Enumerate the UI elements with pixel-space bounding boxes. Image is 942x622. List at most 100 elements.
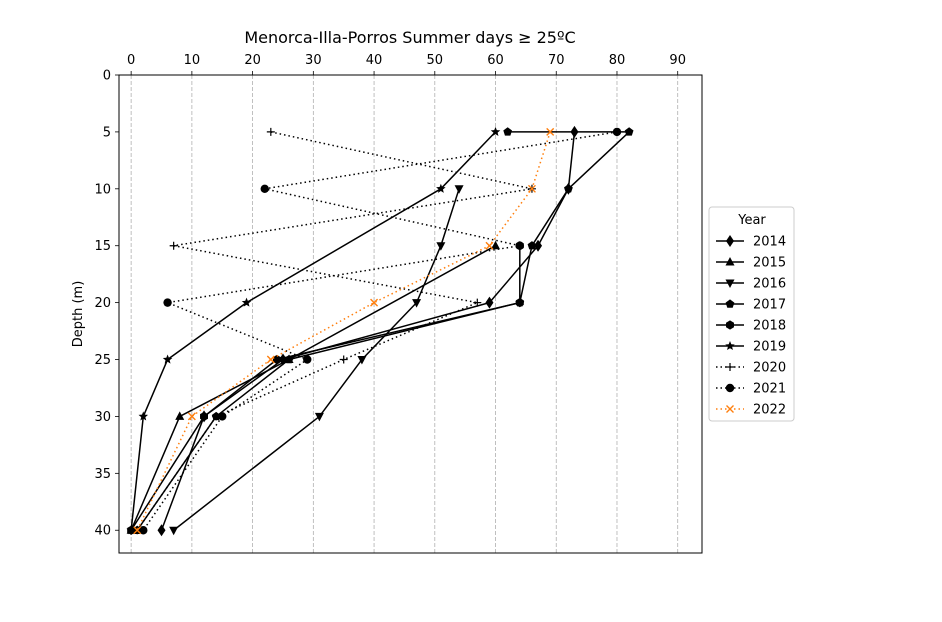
marker-shape xyxy=(436,183,446,193)
data-point xyxy=(303,355,312,364)
x-tick-label: 70 xyxy=(548,53,565,68)
legend-marker xyxy=(726,320,734,330)
x-tick-label: 60 xyxy=(487,53,504,68)
legend-label: 2022 xyxy=(753,403,786,418)
data-point xyxy=(187,412,196,421)
marker-shape xyxy=(485,296,494,309)
data-point xyxy=(200,411,209,422)
data-point xyxy=(546,127,555,136)
data-point xyxy=(266,127,275,136)
data-point xyxy=(169,526,179,536)
y-axis-ticks: 0 5 10 15 20 25 30 35 40 xyxy=(94,69,119,539)
marker-shape xyxy=(725,383,735,393)
legend-item-2021: 2021 xyxy=(716,382,786,397)
marker-shape xyxy=(725,257,735,266)
series-line xyxy=(136,131,533,531)
legend-label: 2015 xyxy=(753,256,786,271)
data-point xyxy=(138,411,149,421)
marker-shape xyxy=(726,405,734,413)
data-point xyxy=(527,184,536,193)
legend-item-2022: 2022 xyxy=(716,403,786,418)
legend-item-2017: 2017 xyxy=(716,298,786,313)
marker-shape xyxy=(436,242,446,251)
marker-shape xyxy=(515,241,525,250)
legend-marker xyxy=(726,405,734,413)
data-point xyxy=(314,412,324,422)
grid xyxy=(130,75,679,553)
marker-shape xyxy=(726,363,734,371)
data-point xyxy=(515,298,524,308)
legend-label: 2018 xyxy=(753,319,786,334)
y-axis-label: Depth (m) xyxy=(71,281,86,348)
series-group xyxy=(126,125,634,537)
chart-title: Menorca-Illa-Porros Summer days ≥ 25ºC xyxy=(244,28,575,47)
series-2014 xyxy=(157,125,579,537)
data-point xyxy=(163,298,172,307)
data-point xyxy=(534,239,543,252)
marker-shape xyxy=(357,356,367,365)
marker-shape xyxy=(412,299,422,308)
marker-shape xyxy=(138,411,149,421)
marker-shape xyxy=(266,127,275,136)
marker-shape xyxy=(187,412,196,421)
legend-label: 2020 xyxy=(753,361,786,376)
marker-shape xyxy=(314,412,324,422)
data-point xyxy=(218,412,227,421)
legend-label: 2017 xyxy=(753,298,786,313)
marker-shape xyxy=(527,241,537,250)
series-line xyxy=(136,131,630,531)
marker-shape xyxy=(726,235,734,247)
marker-shape xyxy=(624,127,634,136)
marker-shape xyxy=(725,299,735,308)
series-2016 xyxy=(169,185,464,536)
x-tick-label: 80 xyxy=(609,53,626,68)
marker-shape xyxy=(503,127,513,136)
data-point xyxy=(454,185,464,194)
marker-shape xyxy=(303,355,312,364)
y-tick-label: 15 xyxy=(94,239,111,254)
legend-items: 2014 2015 2016 2017 2018 2019 2020 2021 2022 xyxy=(716,235,786,418)
data-point xyxy=(357,356,367,365)
legend-item-2014: 2014 xyxy=(716,235,786,250)
data-point xyxy=(564,184,573,193)
legend-item-2015: 2015 xyxy=(716,256,786,271)
x-tick-label: 20 xyxy=(244,53,261,68)
data-point xyxy=(436,183,446,193)
marker-shape xyxy=(241,297,252,307)
legend-label: 2019 xyxy=(753,340,786,355)
x-tick-label: 0 xyxy=(127,53,135,68)
data-point xyxy=(503,127,513,136)
marker-shape xyxy=(534,239,543,252)
data-point xyxy=(339,355,348,364)
data-point xyxy=(175,411,185,420)
marker-shape xyxy=(175,411,185,420)
data-point xyxy=(412,299,422,308)
marker-shape xyxy=(370,298,379,307)
marker-shape xyxy=(454,185,464,194)
data-point xyxy=(139,526,148,535)
data-point xyxy=(126,525,136,535)
series-line xyxy=(173,188,460,531)
x-tick-label: 90 xyxy=(669,53,686,68)
marker-shape xyxy=(490,126,501,136)
legend-title: Year xyxy=(737,213,766,228)
marker-shape xyxy=(157,524,166,537)
marker-shape xyxy=(133,526,142,535)
y-tick-label: 10 xyxy=(94,182,111,197)
y-tick-label: 25 xyxy=(94,353,111,368)
marker-shape xyxy=(726,320,734,330)
legend-item-2016: 2016 xyxy=(716,277,786,292)
marker-shape xyxy=(485,241,494,250)
x-tick-label: 50 xyxy=(427,53,444,68)
data-point xyxy=(515,241,525,250)
data-point xyxy=(624,127,634,136)
legend-marker xyxy=(725,257,735,266)
data-point xyxy=(169,241,178,250)
marker-shape xyxy=(266,355,275,364)
marker-shape xyxy=(126,525,136,535)
x-tick-label: 30 xyxy=(305,53,322,68)
legend-item-2019: 2019 xyxy=(716,340,786,355)
series-line xyxy=(142,131,618,531)
marker-shape xyxy=(260,184,269,194)
legend: Year 2014 2015 2016 2017 2018 2019 2020 2021 202… xyxy=(708,206,795,422)
